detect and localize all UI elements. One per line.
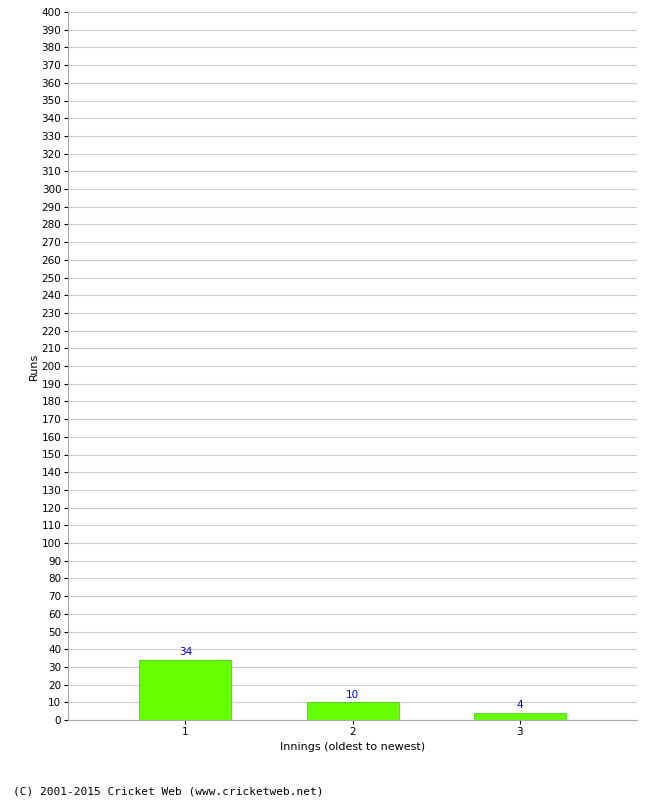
Text: 34: 34 <box>179 647 192 657</box>
Text: 4: 4 <box>517 700 523 710</box>
X-axis label: Innings (oldest to newest): Innings (oldest to newest) <box>280 742 425 753</box>
Bar <box>474 713 566 720</box>
Y-axis label: Runs: Runs <box>29 352 39 380</box>
Text: 10: 10 <box>346 690 359 700</box>
Bar <box>307 702 398 720</box>
Bar <box>139 660 231 720</box>
Text: (C) 2001-2015 Cricket Web (www.cricketweb.net): (C) 2001-2015 Cricket Web (www.cricketwe… <box>13 786 324 796</box>
